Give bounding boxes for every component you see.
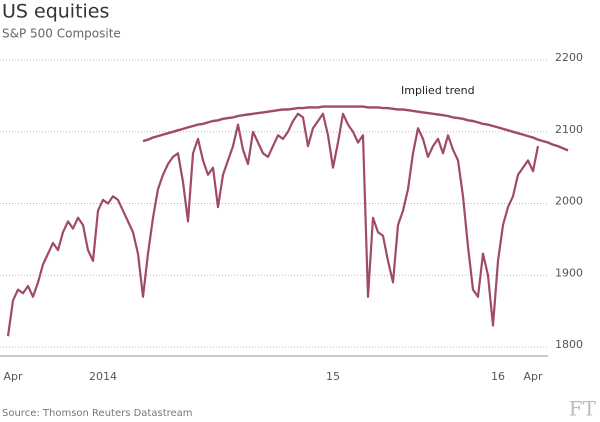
chart-subtitle: S&P 500 Composite [2,27,121,41]
x-tick-label: 2014 [89,370,117,383]
y-tick-label: 2200 [555,51,583,64]
y-tick-label: 1900 [555,266,583,279]
x-tick-label: 15 [326,370,340,383]
series-line [6,112,540,337]
x-tick-label: 16 [491,370,505,383]
y-tick-label: 2100 [555,123,583,136]
y-tick-label: 2000 [555,195,583,208]
source: Source: Thomson Reuters Datastream [2,408,193,419]
x-tick-label: Apr [523,370,543,383]
annotation: Implied trend [401,84,475,97]
chart-title: US equities [2,1,109,23]
series-line [142,105,569,152]
x-tick-label: Apr [3,370,23,383]
logo: FT [569,397,597,421]
y-tick-label: 1800 [555,338,583,351]
